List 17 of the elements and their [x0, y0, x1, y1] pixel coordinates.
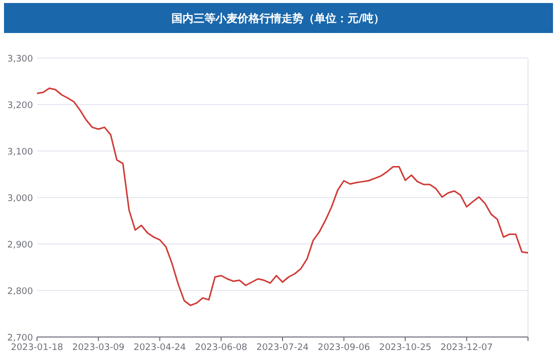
x-tick-label: 2023-01-18 [10, 343, 64, 353]
x-tick-label: 2023-07-24 [256, 343, 309, 353]
y-tick-label: 2,700 [7, 334, 34, 344]
chart-title: 国内三等小麦价格行情走势（单位：元/吨） [171, 12, 385, 25]
y-tick-label: 3,300 [7, 54, 34, 64]
x-tick-label: 2023-10-25 [379, 343, 432, 353]
y-tick-label: 3,100 [7, 148, 34, 158]
x-tick-label: 2023-06-08 [194, 343, 248, 353]
x-tick-label: 2023-04-24 [134, 343, 186, 353]
y-tick-label: 3,200 [7, 101, 34, 111]
line-series [36, 87, 529, 306]
y-tick-label: 2,800 [7, 287, 34, 297]
x-tick-label: 2023-12-07 [440, 343, 493, 353]
x-tick-label: 2023-03-09 [72, 343, 125, 353]
x-tick-label: 2023-09-06 [318, 343, 370, 353]
y-tick-label: 2,900 [7, 240, 34, 250]
y-tick-label: 3,000 [7, 194, 34, 204]
